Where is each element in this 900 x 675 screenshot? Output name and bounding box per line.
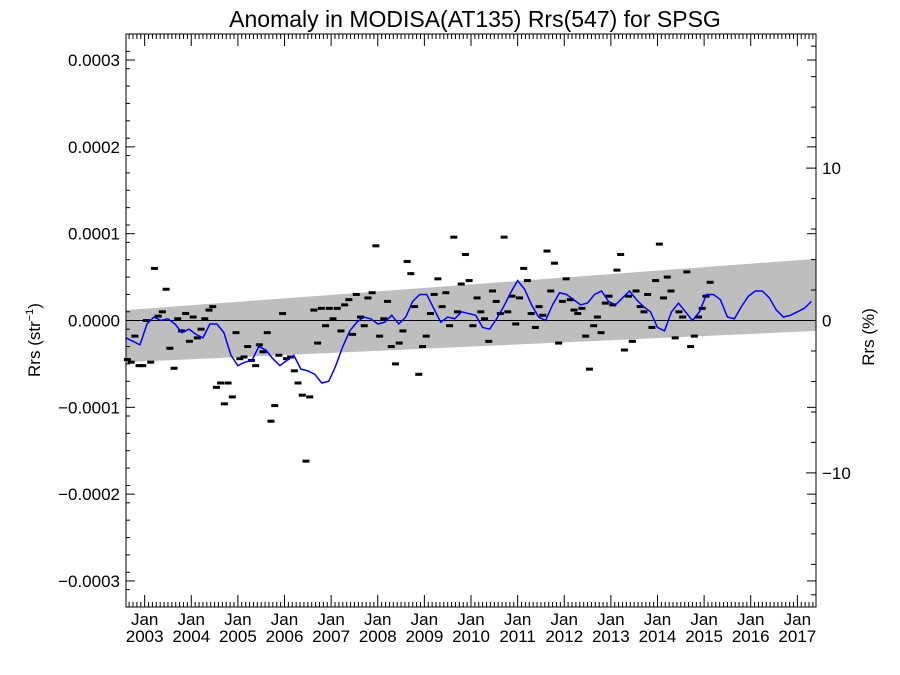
x-tick-year: 2016 [732, 627, 770, 646]
y-tick-label: −0.0002 [58, 485, 120, 504]
x-tick-year: 2009 [405, 627, 443, 646]
x-tick-month: Jan [644, 610, 671, 629]
x-tick-month: Jan [737, 610, 764, 629]
left-axis-ticks: −0.0003 −0.0002 −0.0001 0.0000 0.0001 0.0002 0… [58, 33, 816, 608]
running-mean-line [125, 279, 812, 384]
x-tick-year: 2007 [312, 627, 350, 646]
x-tick-month: Jan [690, 610, 717, 629]
x-axis-ticks: Jan2003Jan2004Jan2005Jan2006Jan2007Jan20… [126, 34, 816, 646]
x-tick-month: Jan [224, 610, 251, 629]
y2-tick-label: 10 [822, 159, 841, 178]
x-tick-year: 2011 [499, 627, 536, 646]
right-axis-ticks: −10 0 10 [806, 45, 851, 596]
y2-axis-label: Rrs (%) [859, 308, 878, 366]
x-tick-month: Jan [457, 610, 484, 629]
x-tick-month: Jan [504, 610, 531, 629]
x-tick-year: 2013 [592, 627, 630, 646]
x-tick-year: 2010 [452, 627, 490, 646]
x-tick-month: Jan [597, 610, 624, 629]
y-tick-label: −0.0001 [58, 398, 120, 417]
monthly-anomaly-points [123, 235, 714, 463]
x-tick-year: 2008 [359, 627, 397, 646]
x-tick-month: Jan [784, 610, 811, 629]
x-tick-year: 2012 [545, 627, 583, 646]
uncertainty-band [126, 258, 816, 363]
y-tick-label: 0.0001 [68, 225, 120, 244]
y2-tick-label: −10 [822, 464, 851, 483]
x-tick-month: Jan [131, 610, 158, 629]
y-tick-label: 0.0002 [68, 138, 120, 157]
y-tick-label: 0.0000 [68, 312, 120, 331]
plot-area [123, 33, 817, 608]
x-tick-month: Jan [411, 610, 438, 629]
x-tick-year: 2004 [172, 627, 210, 646]
x-tick-year: 2017 [778, 627, 816, 646]
x-tick-year: 2006 [266, 627, 304, 646]
x-tick-month: Jan [317, 610, 344, 629]
y2-tick-label: 0 [822, 312, 831, 331]
x-tick-year: 2003 [126, 627, 164, 646]
x-tick-year: 2005 [219, 627, 257, 646]
y-axis-label: Rrs (str−1) [24, 303, 44, 377]
chart-title: Anomaly in MODISA(AT135) Rrs(547) for SP… [229, 6, 721, 32]
x-tick-year: 2014 [639, 627, 677, 646]
y-tick-label: 0.0003 [68, 51, 120, 70]
x-tick-month: Jan [271, 610, 298, 629]
y-tick-label: −0.0003 [58, 572, 120, 591]
x-tick-month: Jan [364, 610, 391, 629]
x-tick-month: Jan [551, 610, 578, 629]
x-tick-month: Jan [178, 610, 205, 629]
x-tick-year: 2015 [685, 627, 723, 646]
